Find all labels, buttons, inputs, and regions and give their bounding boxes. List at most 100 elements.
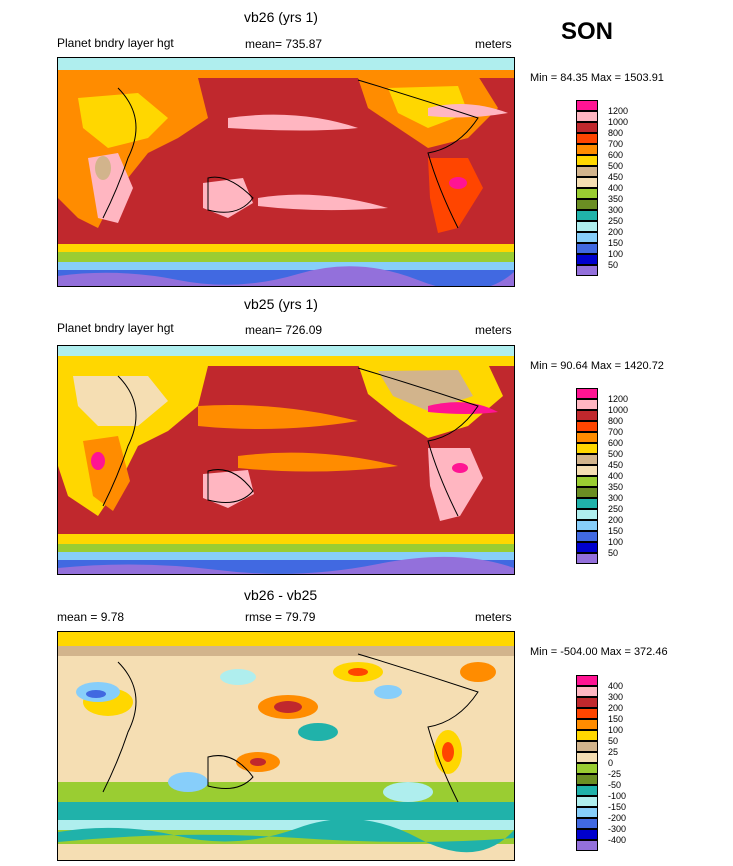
legend-label: 1000: [608, 117, 629, 127]
legend-swatch: [576, 487, 598, 498]
panel-3-rmse-label: rmse = 79.79: [245, 610, 316, 624]
legend-label: 500: [608, 449, 624, 459]
legend-swatch: [576, 265, 598, 276]
legend-label: 350: [608, 482, 624, 492]
legend-label: 200: [608, 703, 624, 713]
legend-swatch: [576, 509, 598, 520]
legend-swatch: [576, 199, 598, 210]
legend-label: 250: [608, 216, 624, 226]
legend-swatch: [576, 133, 598, 144]
panel-3-minmax: Min = -504.00 Max = 372.46: [530, 646, 668, 658]
panel-2-mean-label: mean= 726.09: [245, 323, 323, 337]
legend-swatch: [576, 388, 598, 399]
legend-label: 150: [608, 526, 624, 536]
legend-swatch: [576, 454, 598, 465]
legend-swatch: [576, 752, 598, 763]
legend-swatch: [576, 741, 598, 752]
legend-label: -300: [608, 824, 627, 834]
legend-swatch: [576, 675, 598, 686]
legend-swatch: [576, 166, 598, 177]
legend-swatch: [576, 210, 598, 221]
panel-2-map: [57, 345, 515, 575]
legend-label: -25: [608, 769, 622, 779]
legend-label: -200: [608, 813, 627, 823]
legend-label: 300: [608, 692, 624, 702]
legend-swatch: [576, 774, 598, 785]
legend-swatch: [576, 254, 598, 265]
legend-swatch: [576, 421, 598, 432]
legend-label: 400: [608, 183, 624, 193]
panel-2-variable-label: Planet bndry layer hgt: [57, 321, 174, 335]
legend-label: 250: [608, 504, 624, 514]
panel-2-title: vb25 (yrs 1): [244, 296, 318, 312]
legend-swatch: [576, 498, 598, 509]
legend-swatch: [576, 111, 598, 122]
panel-1-map-field: [58, 58, 514, 286]
legend-swatch: [576, 188, 598, 199]
legend-label: -50: [608, 780, 622, 790]
legend-label: 100: [608, 537, 624, 547]
legend-label: 450: [608, 460, 624, 470]
legend-label: 300: [608, 493, 624, 503]
legend-swatch: [576, 840, 598, 851]
panel-2-map-field: [58, 346, 514, 574]
legend-label: 1200: [608, 106, 629, 116]
legend-swatch: [576, 410, 598, 421]
legend-label: 600: [608, 438, 624, 448]
legend-label: 200: [608, 515, 624, 525]
legend-label: 600: [608, 150, 624, 160]
legend-label: 200: [608, 227, 624, 237]
legend-label: 350: [608, 194, 624, 204]
legend-swatch: [576, 144, 598, 155]
legend-swatch: [576, 432, 598, 443]
panel-1-units-label: meters: [475, 37, 512, 51]
legend-swatch: [576, 520, 598, 531]
legend-swatch: [576, 829, 598, 840]
legend-swatch: [576, 719, 598, 730]
legend-swatch: [576, 697, 598, 708]
legend-swatch: [576, 785, 598, 796]
legend-label: -150: [608, 802, 627, 812]
legend-swatch: [576, 807, 598, 818]
legend-swatch: [576, 476, 598, 487]
legend-swatch: [576, 763, 598, 774]
legend-label: -400: [608, 835, 627, 845]
legend-label: 50: [608, 736, 619, 746]
panel-3-mean-label: mean = 9.78: [57, 610, 125, 624]
legend-label: 100: [608, 249, 624, 259]
legend-label: 700: [608, 139, 624, 149]
legend-label: 50: [608, 260, 619, 270]
legend-label: 0: [608, 758, 614, 768]
legend-label: 1000: [608, 405, 629, 415]
legend-label: 300: [608, 205, 624, 215]
panel-3-units-label: meters: [475, 610, 512, 624]
legend-swatch: [576, 100, 598, 111]
legend-swatch: [576, 796, 598, 807]
panel-1-map: [57, 57, 515, 287]
legend-label: 500: [608, 161, 624, 171]
legend-swatch: [576, 221, 598, 232]
panel-1-variable-label: Planet bndry layer hgt: [57, 36, 174, 50]
panel-3-map-field: [58, 632, 514, 860]
legend-swatch: [576, 818, 598, 829]
legend-label: -100: [608, 791, 627, 801]
legend-label: 25: [608, 747, 619, 757]
legend-label: 800: [608, 128, 624, 138]
legend-swatch: [576, 243, 598, 254]
season-label: SON: [561, 18, 614, 45]
legend-label: 100: [608, 725, 624, 735]
legend-label: 50: [608, 548, 619, 558]
legend-label: 1200: [608, 394, 629, 404]
legend-label: 150: [608, 714, 624, 724]
panel-1-minmax: Min = 84.35 Max = 1503.91: [530, 72, 664, 84]
panel-2-units-label: meters: [475, 323, 512, 337]
panel-3-title: vb26 - vb25: [244, 587, 318, 603]
legend-swatch: [576, 443, 598, 454]
legend-swatch: [576, 686, 598, 697]
panel-1-mean-label: mean= 735.87: [245, 37, 323, 51]
legend-swatch: [576, 122, 598, 133]
legend-swatch: [576, 177, 598, 188]
legend-swatch: [576, 542, 598, 553]
legend-swatch: [576, 465, 598, 476]
legend-swatch: [576, 531, 598, 542]
